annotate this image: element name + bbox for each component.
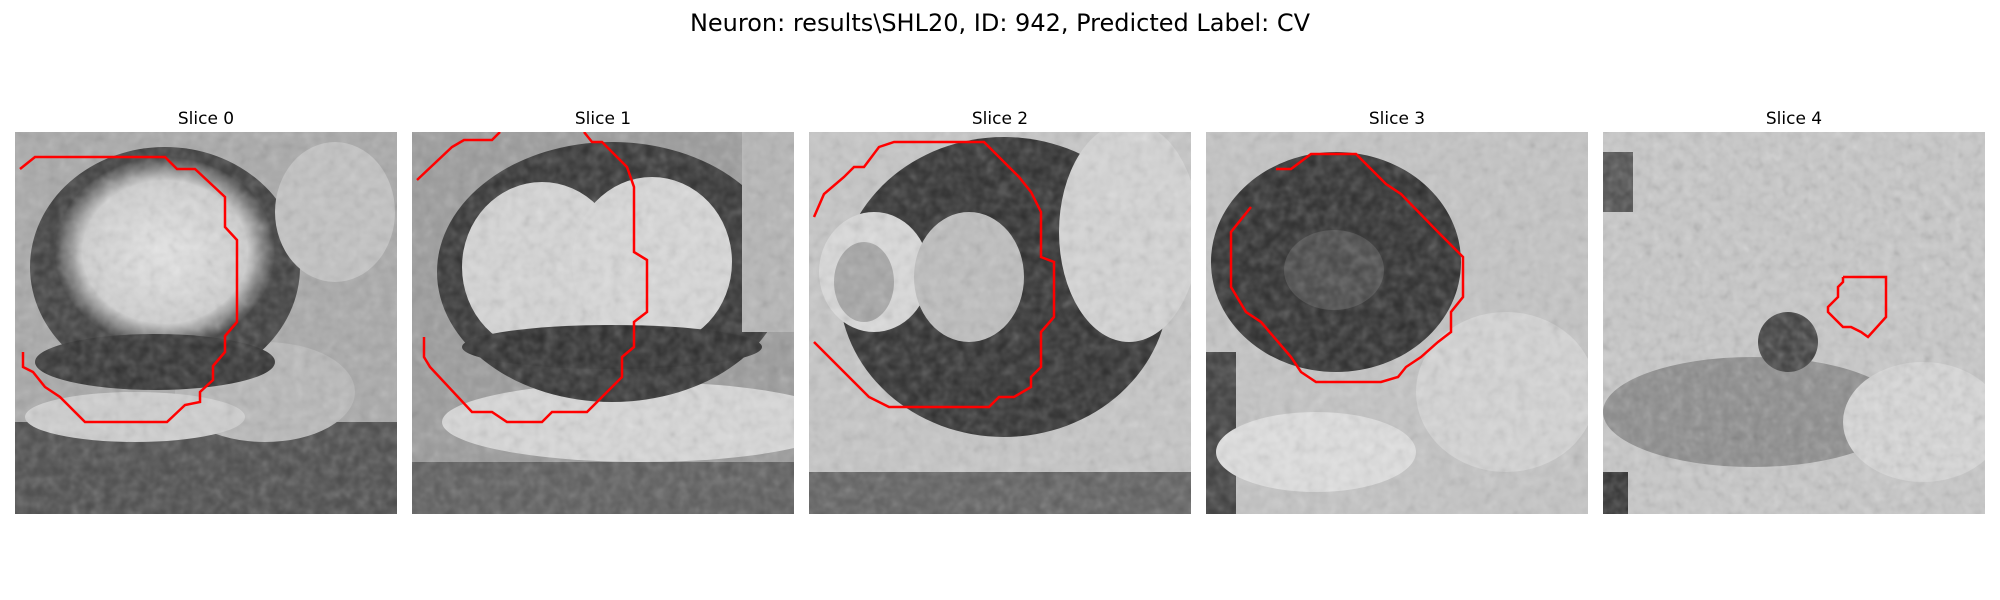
contour-1 xyxy=(416,132,501,181)
slice-image-1 xyxy=(412,132,794,514)
slice-title-1: Slice 1 xyxy=(574,109,632,129)
slice-panel-1: Slice 1 xyxy=(412,106,794,514)
slice-panel-0: Slice 0 xyxy=(15,106,397,514)
slice-title-0: Slice 0 xyxy=(177,109,235,129)
slice-title-3: Slice 3 xyxy=(1368,109,1426,129)
slice-image-3 xyxy=(1206,132,1588,514)
slice-image-2 xyxy=(809,132,1191,514)
slice-title-4: Slice 4 xyxy=(1765,109,1823,129)
slice-image-4 xyxy=(1603,132,1985,514)
contour-2 xyxy=(812,140,1056,409)
contour-3 xyxy=(1229,152,1465,384)
slice-panel-4: Slice 4 xyxy=(1603,106,1985,514)
contour-4 xyxy=(1826,275,1888,339)
slice-image-0 xyxy=(15,132,397,514)
figure-title: Neuron: results\SHL20, ID: 942, Predicte… xyxy=(689,9,1311,37)
slice-panel-2: Slice 2 xyxy=(809,106,1191,514)
slice-title-2: Slice 2 xyxy=(971,109,1029,129)
slice-panel-3: Slice 3 xyxy=(1206,106,1588,514)
contour-0 xyxy=(19,155,239,424)
